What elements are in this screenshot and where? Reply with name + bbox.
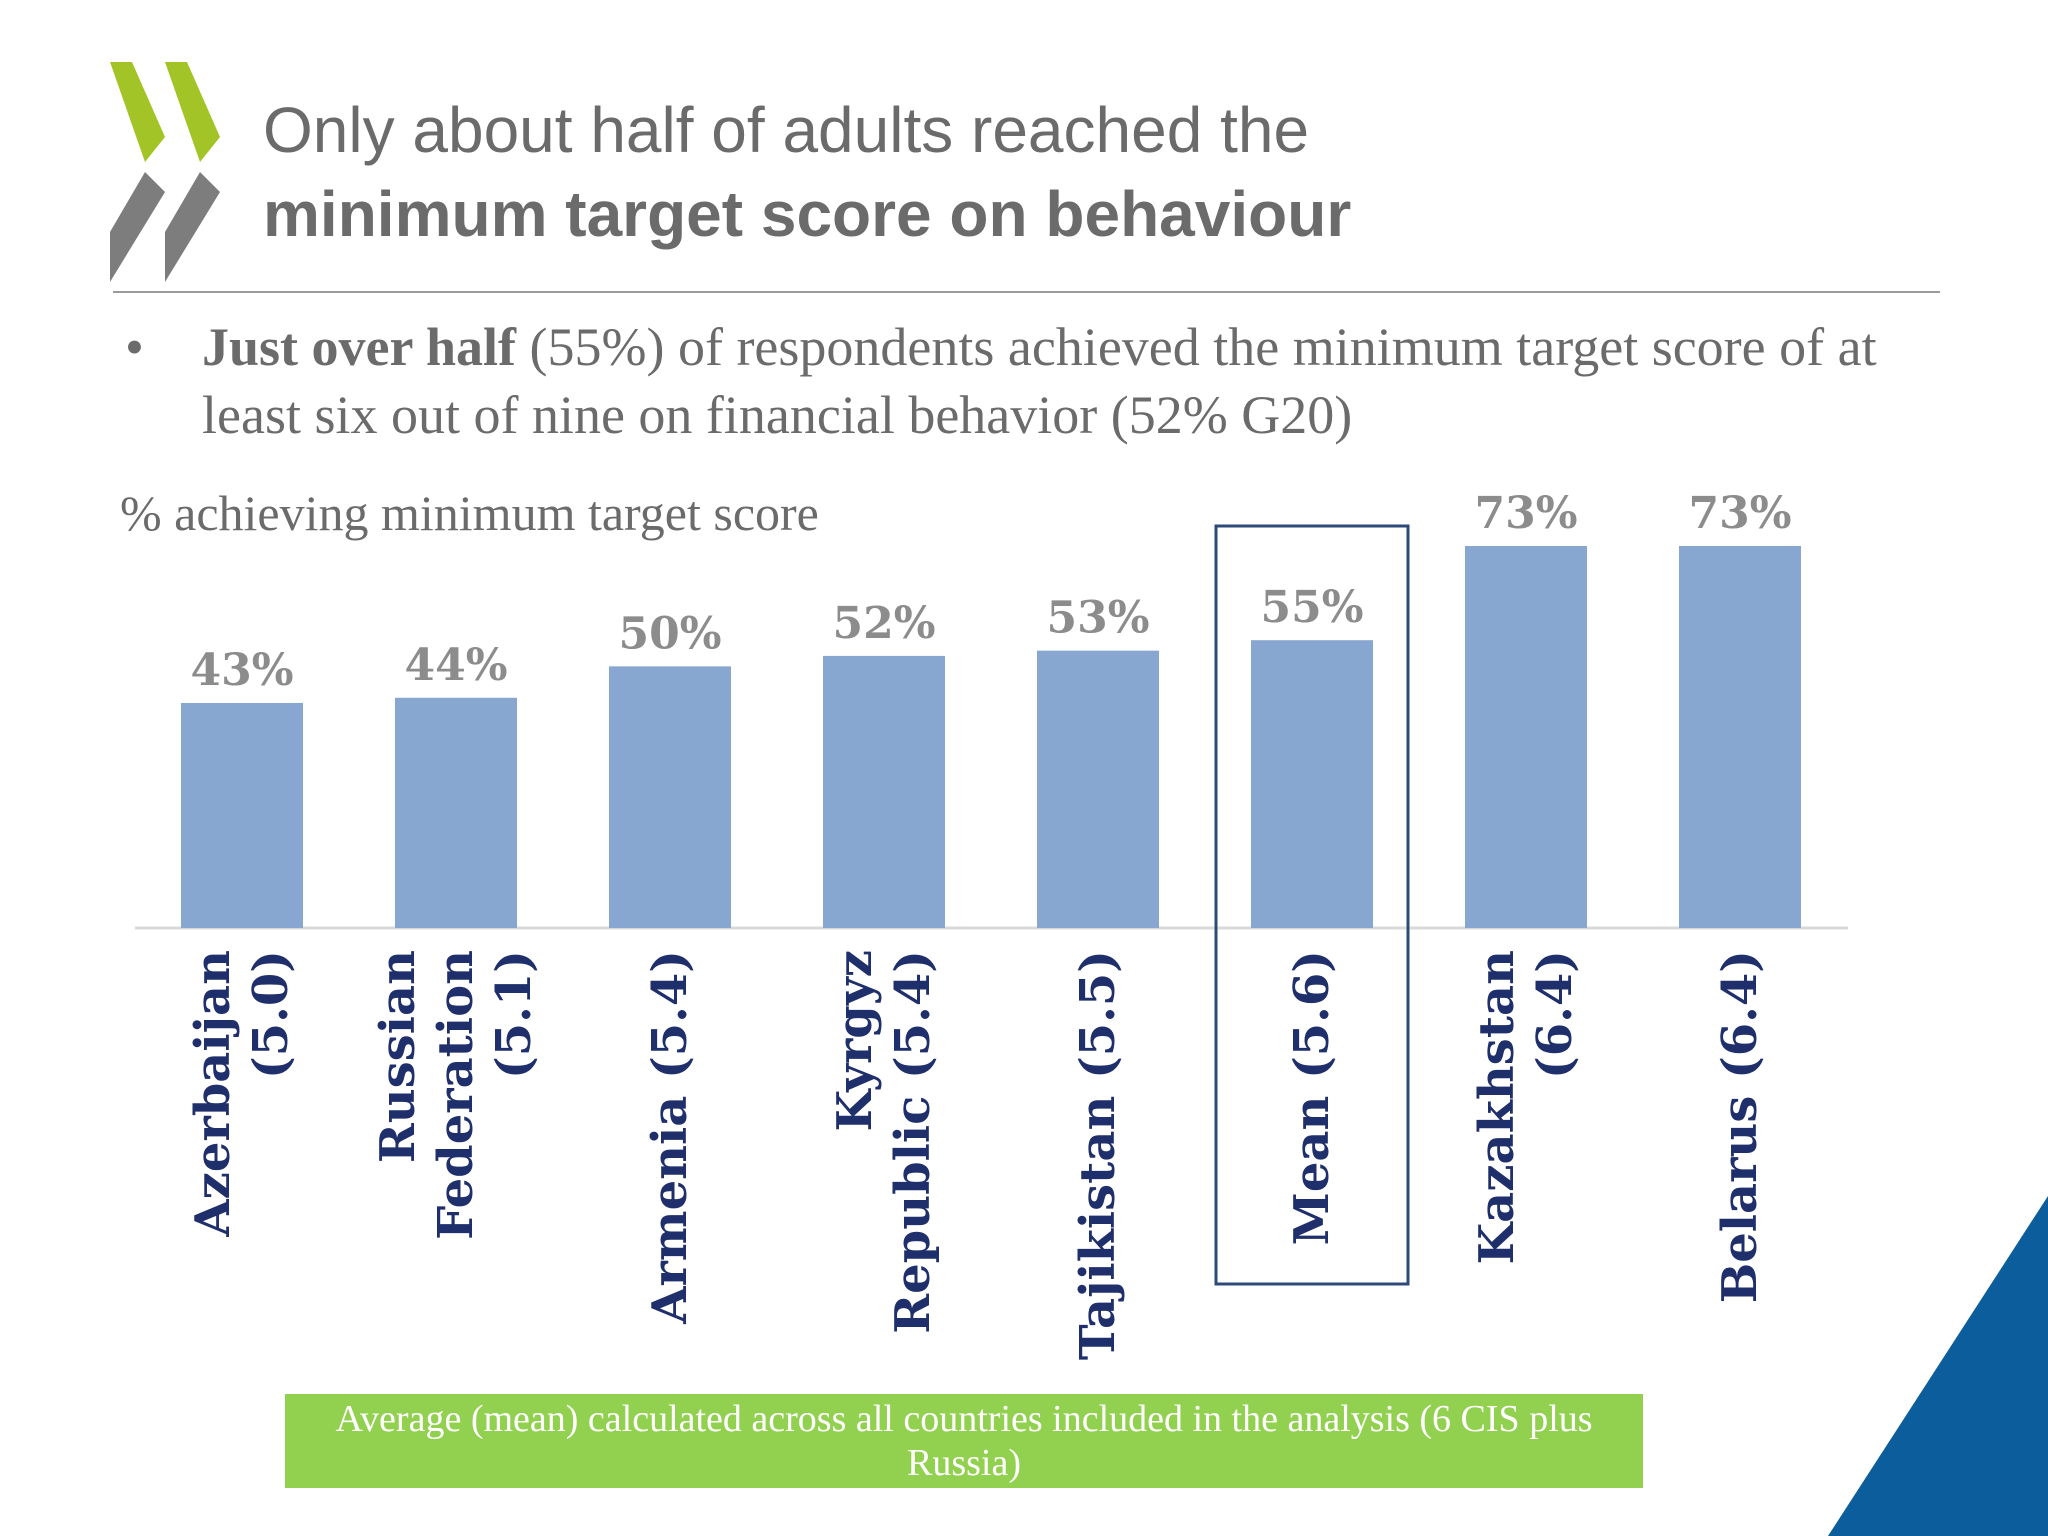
category-label: Mean (5.6) [1284,950,1340,1245]
footnote-text: Average (mean) calculated across all cou… [335,1398,1593,1484]
category-label-line: (5.1) [486,950,542,1079]
category-label-line: Armenia (5.4) [642,950,698,1325]
chart-caption: % achieving minimum target score [120,485,819,541]
category-label-line: Tajikistan (5.5) [1070,950,1126,1360]
category-label-line: Republic (5.4) [885,950,941,1334]
oecd-logo-icon [110,62,220,282]
bar [181,702,303,928]
title-divider [113,291,1940,293]
bar [1251,640,1373,928]
footnote-box: Average (mean) calculated across all cou… [285,1394,1643,1488]
bullet-text: Just over half (55%) of respondents achi… [202,313,1942,449]
category-label-line: Federation [428,950,484,1240]
category-label-line: Russian [370,950,426,1163]
data-label: 43% [190,645,293,696]
bar [395,697,517,928]
data-label: 52% [832,598,935,649]
category-label: Tajikistan (5.5) [1070,950,1126,1360]
mean-highlight-box [1214,524,1410,1286]
bar [609,666,731,928]
category-label: Belarus (6.4) [1712,950,1768,1303]
category-label-line: Mean (5.6) [1284,950,1340,1245]
category-label-line: Kyrgyz [827,950,883,1131]
category-label-line: Azerbaijan [185,950,241,1238]
bullet-icon: • [125,317,144,377]
corner-decoration-icon [1828,1196,2048,1536]
category-label: Azerbaijan (5.0) [185,950,299,1238]
title-line-2: minimum target score on behaviour [263,178,1352,250]
bar [1465,546,1587,928]
category-label-line: (6.4) [1527,950,1583,1079]
category-label-line: (5.0) [243,950,299,1079]
category-label-line: Kazakhstan [1469,950,1525,1265]
category-label: Armenia (5.4) [642,950,698,1325]
category-label: Kyrgyz Republic (5.4) [827,950,941,1334]
title-line-1: Only about half of adults reached the [263,94,1310,166]
bar [1679,546,1801,928]
bar [823,655,945,928]
bar [1037,650,1159,928]
category-label: Russian Federation (5.1) [370,950,542,1240]
data-label: 50% [618,608,721,659]
data-label: 73% [1474,488,1577,539]
bullet-bold-text: Just over half [202,317,517,377]
data-label: 55% [1260,582,1363,633]
category-label-line: Belarus (6.4) [1712,950,1768,1303]
data-label: 73% [1688,488,1791,539]
slide-title: Only about half of adults reached the mi… [263,88,1863,256]
category-label: Kazakhstan (6.4) [1469,950,1583,1265]
data-label: 44% [404,640,507,691]
bullet-rest-text: (55%) of respondents achieved the minimu… [202,317,1877,445]
data-label: 53% [1046,593,1149,644]
